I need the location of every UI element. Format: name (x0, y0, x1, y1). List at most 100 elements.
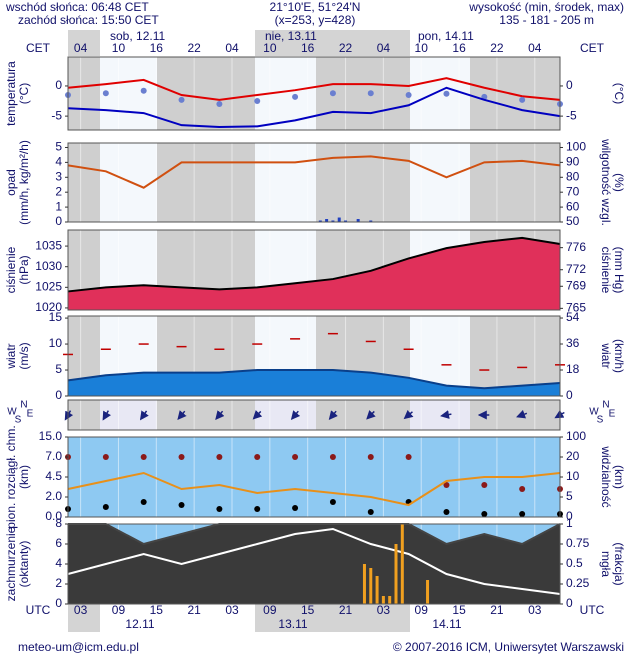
zone-bottom: UTC (580, 603, 605, 617)
compass-label: S (597, 415, 604, 426)
compass-label: E (609, 409, 616, 420)
y2-tick-label: 20 (566, 449, 580, 463)
bar (400, 524, 404, 604)
y-tick-label: 15.0 (39, 429, 63, 443)
y-tick-label: 0 (55, 596, 62, 610)
dot (443, 509, 450, 515)
date-label: 12.11 (125, 617, 154, 631)
utc-tick-label: 09 (415, 603, 429, 617)
wind-arrow (290, 410, 301, 420)
bar (426, 580, 430, 604)
y-axis-title: opad (4, 169, 18, 196)
y2-tick-label: 100 (566, 140, 586, 154)
time-band-day (100, 30, 255, 56)
bar (356, 219, 360, 222)
wind-arrow (328, 410, 338, 420)
panel-day (255, 143, 316, 222)
cet-tick-label: 10 (263, 41, 277, 55)
wind-arrow (366, 410, 376, 420)
utc-tick-label: 21 (339, 603, 353, 617)
y2-tick-label: 0.75 (566, 536, 590, 550)
y-tick-label: 5 (55, 140, 62, 154)
cet-tick-label: 04 (528, 41, 542, 55)
y2-axis-title: (°C) (612, 83, 626, 104)
panel-day (410, 143, 470, 222)
y-axis-title: pion. rozciągł. chm. (4, 425, 18, 528)
utc-tick-label: 03 (377, 603, 391, 617)
day-label: pon, 14.11 (418, 29, 474, 43)
compass-label: W (589, 407, 599, 418)
y-tick-label: 0 (55, 388, 62, 402)
dot (102, 90, 109, 97)
y-tick-label: 0 (55, 214, 62, 228)
bar (369, 220, 373, 222)
compass-label: S (15, 415, 22, 426)
y-tick-label: -5 (51, 108, 62, 122)
utc-tick-label: 03 (528, 603, 542, 617)
y-tick-label: 1 (55, 199, 62, 213)
y-tick-label: 3 (55, 169, 62, 183)
dot (443, 482, 450, 488)
line (67, 471, 561, 507)
dot (178, 502, 185, 508)
y-tick-label: 4 (55, 556, 62, 570)
wind-arrow (403, 409, 414, 420)
line (67, 86, 561, 128)
dot (367, 509, 374, 515)
y2-tick-label: 80 (566, 169, 580, 183)
dot (405, 454, 412, 460)
area (68, 237, 560, 310)
cet-tick-label: 04 (225, 41, 239, 55)
time-band-day (410, 604, 560, 632)
y2-tick-label: 0.5 (566, 556, 583, 570)
day-label: sob, 12.11 (110, 29, 165, 43)
day-label: nie, 13.11 (265, 29, 317, 43)
dot (254, 506, 261, 512)
compass-label: E (27, 409, 34, 420)
cet-tick-label: 22 (187, 41, 201, 55)
sunrise: wschód słońca: 06:48 CET (5, 0, 149, 14)
area (68, 524, 560, 604)
cet-tick-label: 16 (452, 41, 466, 55)
compass-label: N (20, 400, 27, 411)
bar (318, 220, 322, 222)
bar (381, 596, 385, 604)
y2-axis-title: mgła (599, 551, 613, 577)
copyright: © 2007-2016 ICM, Uniwersytet Warszawski (393, 640, 624, 654)
line (67, 527, 561, 595)
y-tick-label: 1035 (35, 238, 62, 252)
y-tick-label: 8 (55, 516, 62, 530)
y2-axis-title: (mm Hg) (612, 247, 626, 294)
sunset: zachód słońca: 15:50 CET (18, 13, 159, 27)
cet-tick-label: 10 (415, 41, 429, 55)
y2-tick-label: 70 (566, 184, 580, 198)
y2-tick-label: 772 (566, 262, 586, 276)
bar (325, 219, 329, 222)
panel-frame (67, 56, 561, 131)
y-tick-label: 0.0 (45, 509, 62, 523)
y2-tick-label: 90 (566, 155, 580, 169)
dot (140, 87, 147, 94)
y2-tick-label: 776 (566, 240, 586, 254)
panel-frame (67, 315, 561, 397)
grid-point: (x=253, y=428) (275, 13, 356, 27)
y2-axis-title: wilgotność wzgl. (599, 138, 613, 226)
zone-top: CET (580, 41, 605, 55)
dot (481, 511, 488, 517)
y2-tick-label: 18 (566, 362, 580, 376)
y2-tick-label: 100 (566, 429, 586, 443)
y2-tick-label: 5 (566, 489, 573, 503)
y2-tick-label: 60 (566, 199, 580, 213)
dot (329, 499, 336, 505)
y2-axis-title: wiatr (599, 342, 613, 368)
y2-axis-title: (km/h) (612, 339, 626, 373)
cet-tick-label: 04 (74, 41, 88, 55)
area (68, 370, 560, 396)
utc-tick-label: 09 (263, 603, 277, 617)
y-axis-title: temperatura (4, 61, 18, 126)
utc-tick-label: 15 (150, 603, 164, 617)
utc-tick-label: 21 (187, 603, 201, 617)
compass-label: W (7, 407, 17, 418)
y2-axis-title: widzialność (599, 445, 613, 507)
wind-arrow (516, 409, 528, 419)
